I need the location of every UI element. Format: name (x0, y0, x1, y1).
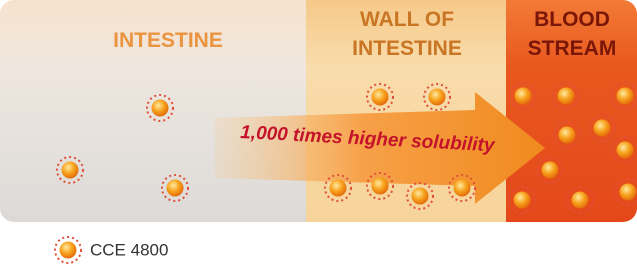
particle (620, 184, 637, 201)
particle (330, 180, 347, 197)
particle (572, 192, 589, 209)
particle (515, 88, 532, 105)
particle (412, 188, 429, 205)
particle (558, 88, 575, 105)
particle (559, 127, 576, 144)
particle (617, 88, 634, 105)
diagram: INTESTINE WALL OF INTESTINE BLOOD STREAM… (0, 0, 637, 266)
blood-zone (506, 0, 637, 222)
particle (617, 142, 634, 159)
section-label: INTESTINE (352, 37, 462, 60)
panel (0, 0, 637, 222)
particle (62, 162, 79, 179)
section-label: INTESTINE (113, 29, 223, 52)
particle (60, 242, 77, 259)
particle (372, 178, 389, 195)
particle (514, 192, 531, 209)
particle (429, 89, 446, 106)
particle (372, 89, 389, 106)
section-label: WALL OF (360, 8, 454, 31)
legend-label: CCE 4800 (90, 240, 168, 259)
particle (594, 120, 611, 137)
particle (454, 180, 471, 197)
particle (167, 180, 184, 197)
section-label: BLOOD (534, 8, 610, 31)
section-label: STREAM (528, 37, 617, 60)
particle (152, 100, 169, 117)
particle (542, 162, 559, 179)
